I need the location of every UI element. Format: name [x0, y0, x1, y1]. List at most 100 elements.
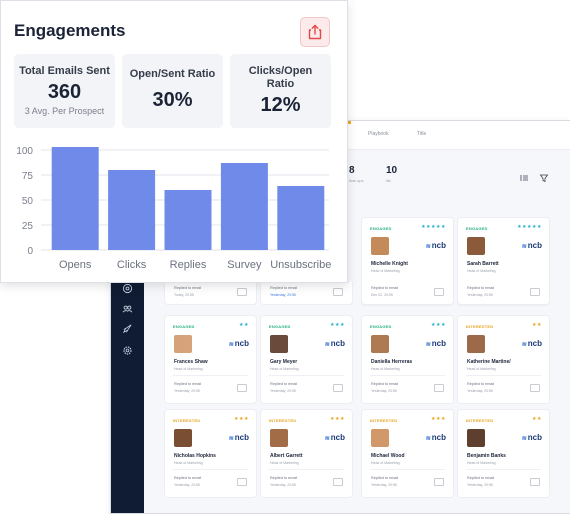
company-logo-icon: ≋: [425, 342, 431, 348]
status-badge: ENGAGED: [269, 324, 291, 329]
prospect-name[interactable]: Frances Shaw: [174, 359, 208, 365]
mail-icon[interactable]: [434, 384, 444, 392]
card-divider: [269, 375, 344, 376]
prospect-card[interactable]: INTERESTED ★★★ ≋ncb Albert Garrett Head of M…: [260, 409, 353, 498]
prospect-card[interactable]: ENGAGED ★★★ ≋ncb Daniella Herreras Head of M…: [361, 315, 454, 404]
settings-gear-icon[interactable]: [122, 343, 133, 355]
company-logo-icon: ≋: [425, 244, 431, 250]
last-action: Replied to email: [371, 382, 399, 386]
bar-unsubscribe[interactable]: [277, 186, 325, 250]
last-action: Replied to email: [270, 286, 298, 290]
prospect-card-footer[interactable]: Replied to email Today, 20:55: [164, 282, 257, 305]
company-logo: ≋ncb: [325, 339, 345, 348]
mail-icon[interactable]: [333, 478, 343, 486]
prospect-card-footer[interactable]: Replied to email Yesterday, 20:55: [260, 282, 353, 305]
prospect-card-footer[interactable]: Replied to email Dec 02, 20:55: [361, 282, 454, 305]
prospect-name[interactable]: Gary Meyer: [270, 359, 298, 365]
y-tick-label: 0: [27, 246, 33, 257]
prospect-card-footer[interactable]: Replied to email Yesterday, 20:55: [457, 282, 550, 305]
card-divider: [269, 469, 344, 470]
engagements-title: Engagements: [14, 21, 126, 40]
list-view-icon[interactable]: [519, 170, 529, 181]
kpi-label: Open/Sent Ratio: [129, 68, 216, 80]
mail-icon[interactable]: [530, 384, 540, 392]
company-logo-icon: ≋: [521, 342, 527, 348]
mail-icon[interactable]: [333, 288, 343, 296]
status-badge: ENGAGED: [370, 226, 392, 231]
status-badge: INTERESTED: [269, 418, 297, 423]
y-tick-label: 25: [22, 221, 34, 232]
rating-stars-icon: ★★★★★: [421, 224, 446, 230]
rating-stars-icon: ★★: [532, 322, 542, 328]
last-action-date: Yesterday, 20:55: [270, 483, 296, 487]
prospect-card[interactable]: ENGAGED ★★★ ≋ncb Gary Meyer Head of Marketin…: [260, 315, 353, 404]
team-icon[interactable]: [122, 301, 133, 313]
last-action: Replied to email: [174, 286, 202, 290]
company-logo-text: ncb: [234, 433, 249, 442]
prospect-name[interactable]: Michelle Knight: [371, 261, 408, 267]
rating-stars-icon: ★★★: [431, 322, 446, 328]
last-action-date: Yesterday, 20:55: [174, 389, 200, 393]
prospect-name[interactable]: Katherine Martine/: [467, 359, 511, 365]
prospect-name[interactable]: Albert Garrett: [270, 453, 303, 459]
company-logo-text: ncb: [431, 433, 446, 442]
prospect-card[interactable]: INTERESTED ★★ ≋ncb Benjamin Banks Head of Ma…: [457, 409, 550, 498]
kpi-label: Total Emails Sent: [19, 65, 110, 77]
kpi-value: 12%: [260, 94, 301, 116]
status-badge: INTERESTED: [466, 418, 494, 423]
bar-survey[interactable]: [220, 163, 268, 250]
company-logo-icon: ≋: [228, 342, 234, 348]
engagements-card: Engagements Total Emails Sent 360 3 Avg.…: [0, 0, 348, 283]
y-tick-label: 50: [22, 196, 34, 207]
prospect-name[interactable]: Daniella Herreras: [371, 359, 413, 365]
prospect-role: Head of Marketing: [174, 461, 203, 465]
bar-replies[interactable]: [164, 190, 212, 250]
mail-icon[interactable]: [530, 288, 540, 296]
company-logo-icon: ≋: [425, 436, 431, 442]
prospect-role: Head of Marketing: [371, 367, 400, 371]
company-logo: ≋ncb: [426, 241, 446, 250]
mail-icon[interactable]: [237, 288, 247, 296]
prospect-name[interactable]: Nicholas Hopkins: [174, 453, 216, 459]
prospect-role: Head of Marketing: [467, 367, 496, 371]
rating-stars-icon: ★★: [239, 322, 249, 328]
stat-follow-ups-value: 8: [349, 165, 355, 176]
prospect-card[interactable]: INTERESTED ★★★ ≋ncb Nicholas Hopkins Head of…: [164, 409, 257, 498]
mail-icon[interactable]: [237, 478, 247, 486]
export-button[interactable]: [300, 17, 330, 47]
rating-stars-icon: ★★★: [330, 322, 345, 328]
last-action: Replied to email: [467, 382, 495, 386]
mail-icon[interactable]: [237, 384, 247, 392]
prospect-name[interactable]: Benjamin Banks: [467, 453, 506, 459]
mail-icon[interactable]: [333, 384, 343, 392]
company-logo-icon: ≋: [521, 436, 527, 442]
company-logo-icon: ≋: [228, 436, 234, 442]
prospect-card[interactable]: ENGAGED ★★ ≋ncb Frances Shaw Head of Marketi…: [164, 315, 257, 404]
tab-title[interactable]: Title: [417, 131, 427, 137]
mail-icon[interactable]: [434, 478, 444, 486]
mail-icon[interactable]: [530, 478, 540, 486]
x-tick-label: Opens: [59, 259, 92, 271]
last-action: Replied to email: [467, 286, 495, 290]
mail-icon[interactable]: [434, 288, 444, 296]
company-logo: ≋ncb: [522, 339, 542, 348]
avatar: [371, 335, 389, 353]
bar-opens[interactable]: [51, 147, 99, 250]
prospect-card[interactable]: INTERESTED ★★ ≋ncb Katherine Martine/Head o…: [457, 315, 550, 404]
filter-icon[interactable]: [539, 170, 549, 183]
rocket-icon[interactable]: [122, 321, 133, 334]
last-action: Replied to email: [270, 476, 298, 480]
last-action-date: Yesterday, 20:55: [174, 483, 200, 487]
prospect-name[interactable]: Sarah Barrett: [467, 261, 499, 267]
card-divider: [370, 469, 445, 470]
prospect-card[interactable]: INTERESTED ★★★ ≋ncb Michael Wood Head of Mar…: [361, 409, 454, 498]
kpi-total-emails-sent: Total Emails Sent 360 3 Avg. Per Prospec…: [14, 54, 115, 128]
prospect-role: Head of Marketing: [270, 461, 299, 465]
company-logo-text: ncb: [234, 339, 249, 348]
target-icon[interactable]: [122, 281, 133, 294]
company-logo-text: ncb: [431, 339, 446, 348]
prospect-name[interactable]: Michael Wood: [371, 453, 405, 459]
last-action-date: Yesterday, 20:55: [371, 483, 397, 487]
tab-playbook[interactable]: Playbook: [368, 131, 389, 137]
bar-clicks[interactable]: [108, 170, 156, 250]
